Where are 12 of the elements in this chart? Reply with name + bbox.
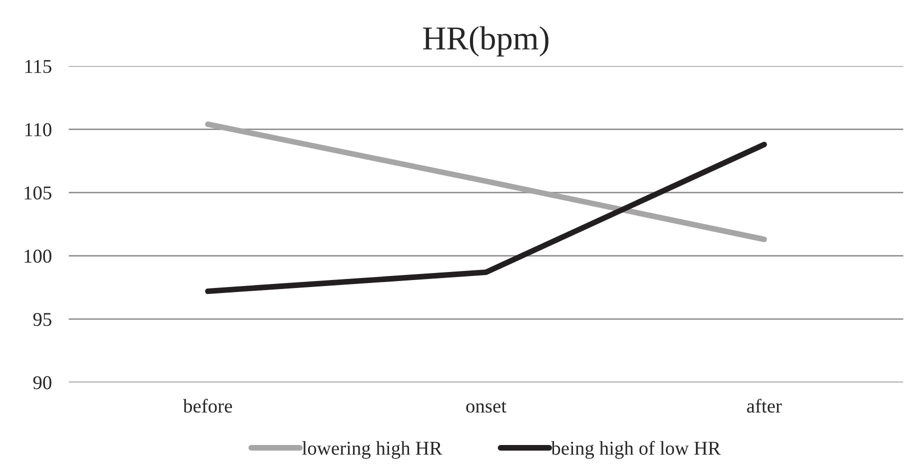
y-tick-label: 95	[33, 312, 52, 326]
chart-title: HR(bpm)	[423, 26, 548, 57]
x-tick-label: onset	[466, 402, 506, 413]
y-tick-label: 90	[33, 376, 52, 390]
x-tick-label: after	[747, 398, 782, 413]
y-tick-label: 110	[25, 123, 52, 136]
x-tick-label: before	[183, 398, 232, 413]
y-tick-label: 105	[24, 186, 52, 200]
y-tick-label: 115	[25, 60, 52, 74]
legend-label: being high of low HR	[551, 440, 721, 459]
y-tick-label: 100	[24, 250, 52, 263]
legend-label: lowering high HR	[302, 441, 442, 459]
